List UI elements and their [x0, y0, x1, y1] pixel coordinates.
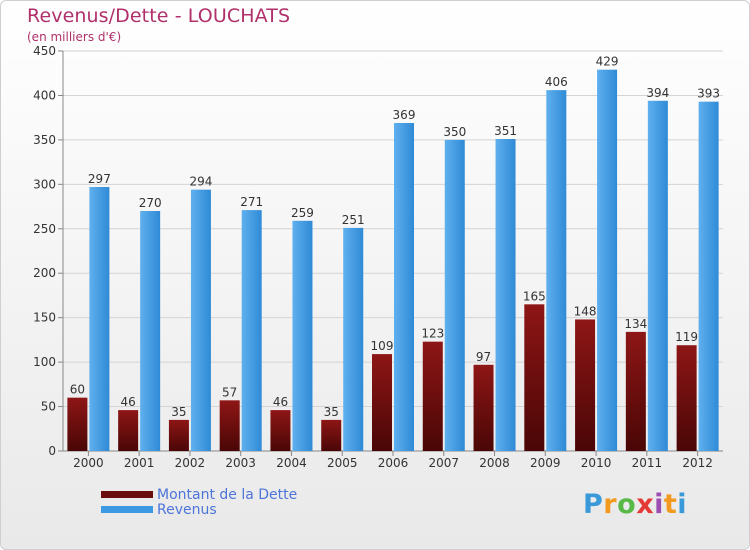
- data-label-debt: 165: [523, 289, 546, 303]
- bar-debt: [321, 419, 342, 451]
- logo-letter: t: [663, 489, 678, 520]
- data-label-debt: 109: [371, 339, 394, 353]
- data-label-revenue: 251: [342, 213, 365, 227]
- data-label-revenue: 393: [697, 87, 720, 101]
- y-tick-label: 0: [48, 444, 56, 458]
- bar-revenue: [292, 220, 313, 451]
- data-label-debt: 134: [624, 317, 647, 331]
- y-tick-label: 50: [41, 400, 56, 414]
- data-label-revenue: 270: [139, 196, 162, 210]
- bar-revenue: [140, 211, 161, 451]
- logo-letter: o: [617, 489, 637, 520]
- data-label-revenue: 429: [596, 55, 619, 69]
- logo-letter: x: [636, 489, 655, 520]
- chart-subtitle: (en milliers d'€): [27, 30, 122, 44]
- bar-debt: [372, 354, 392, 451]
- data-label-revenue: 351: [494, 124, 517, 138]
- data-label-revenue: 271: [240, 195, 263, 209]
- x-tick-label: 2003: [225, 456, 256, 470]
- bar-debt: [270, 410, 291, 451]
- y-tick-label: 250: [33, 222, 56, 236]
- legend-label-debt: Montant de la Dette: [157, 486, 298, 503]
- x-tick-label: 2001: [124, 456, 155, 470]
- data-label-revenue: 369: [393, 108, 416, 122]
- y-tick-label: 300: [33, 177, 56, 191]
- data-label-debt: 46: [121, 395, 136, 409]
- y-tick-label: 350: [33, 133, 56, 147]
- proxiti-logo: Proxiti: [583, 489, 687, 520]
- logo-letter: i: [654, 489, 664, 520]
- x-tick-label: 2007: [428, 456, 459, 470]
- chart-title: Revenus/Dette - LOUCHATS: [27, 5, 291, 27]
- bar-revenue: [698, 101, 719, 452]
- bar-debt: [118, 410, 139, 451]
- x-tick-label: 2011: [632, 456, 663, 470]
- data-label-debt: 57: [222, 385, 237, 399]
- bar-revenue: [647, 100, 668, 452]
- data-label-debt: 119: [675, 330, 698, 344]
- bar-debt: [575, 319, 596, 451]
- legend-item-revenue: Revenus: [101, 501, 297, 518]
- logo-letter: P: [583, 489, 604, 520]
- bar-debt: [676, 345, 697, 451]
- x-tick-label: 2000: [73, 456, 104, 470]
- legend-swatch-revenue: [101, 506, 153, 513]
- legend-label-revenue: Revenus: [157, 501, 217, 518]
- x-tick-label: 2004: [276, 456, 307, 470]
- bar-revenue: [343, 227, 364, 451]
- x-tick-label: 2006: [378, 456, 409, 470]
- y-tick-label: 100: [33, 355, 56, 369]
- x-tick-label: 2010: [581, 456, 612, 470]
- logo-letter: r: [603, 489, 618, 520]
- data-label-debt: 123: [421, 327, 444, 341]
- x-tick-label: 2005: [327, 456, 358, 470]
- bar-revenue: [495, 139, 516, 451]
- bar-revenue: [89, 187, 110, 451]
- bar-debt: [422, 341, 443, 451]
- logo-letter: i: [677, 489, 688, 520]
- data-label-revenue: 394: [646, 86, 669, 100]
- bar-debt: [473, 364, 494, 451]
- bar-debt: [524, 304, 545, 451]
- bar-debt: [219, 400, 240, 451]
- data-label-revenue: 350: [443, 125, 466, 139]
- legend-swatch-debt: [101, 491, 153, 498]
- data-label-debt: 35: [171, 405, 186, 419]
- x-tick-label: 2012: [682, 456, 713, 470]
- y-tick-label: 200: [33, 266, 56, 280]
- data-label-debt: 60: [70, 383, 85, 397]
- data-label-revenue: 297: [88, 172, 111, 186]
- bar-revenue: [546, 90, 567, 451]
- x-tick-label: 2002: [175, 456, 206, 470]
- bar-revenue: [241, 210, 262, 451]
- bar-revenue: [190, 189, 211, 451]
- data-label-revenue: 259: [291, 206, 314, 220]
- data-label-debt: 148: [574, 304, 597, 318]
- data-label-revenue: 406: [545, 75, 568, 89]
- x-tick-label: 2009: [530, 456, 561, 470]
- data-label-debt: 46: [273, 395, 288, 409]
- legend: Montant de la Dette Revenus: [101, 486, 298, 518]
- data-label-debt: 35: [324, 405, 339, 419]
- bar-revenue: [597, 69, 618, 452]
- bar-revenue: [394, 123, 414, 451]
- bar-debt: [67, 397, 88, 451]
- bar-revenue: [444, 139, 465, 451]
- data-label-debt: 97: [476, 350, 491, 364]
- y-tick-label: 400: [33, 88, 56, 102]
- bar-debt: [168, 419, 189, 451]
- y-tick-label: 450: [33, 44, 56, 58]
- x-tick-label: 2008: [479, 456, 510, 470]
- data-label-revenue: 294: [189, 175, 212, 189]
- legend-item-debt: Montant de la Dette: [101, 486, 298, 503]
- bar-debt: [625, 331, 646, 451]
- y-tick-label: 150: [33, 311, 56, 325]
